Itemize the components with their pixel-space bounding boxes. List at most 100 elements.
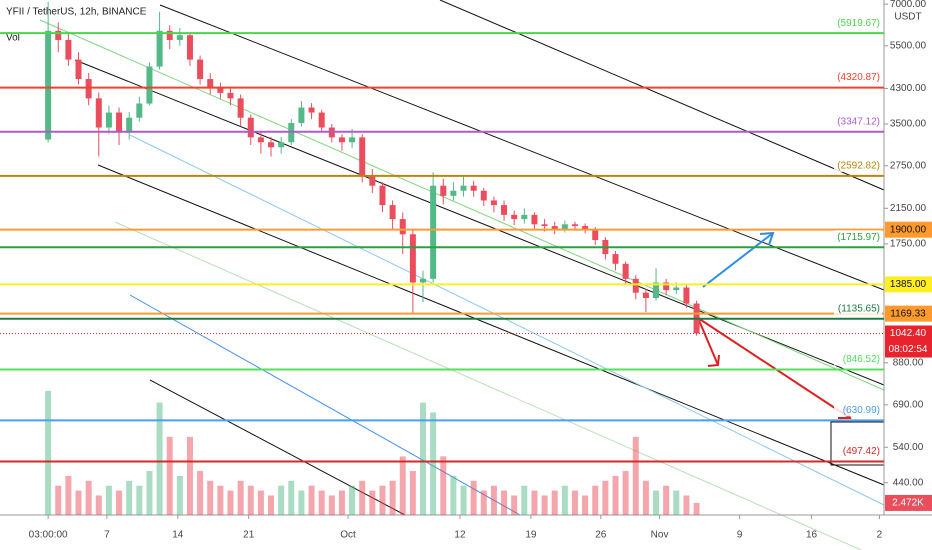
candle-body [490,200,497,206]
candle-body [430,185,437,279]
arrow-head [707,354,720,367]
x-tick-label: 12 [454,530,466,541]
volume-bar [338,490,345,515]
level-label-bg [834,158,882,172]
price-badge-label: 1900.00 [890,224,927,235]
volume-bar [480,490,487,515]
volume-bar [440,456,447,515]
candle-body [663,282,670,291]
candle-body [501,205,508,215]
volume-bar [642,480,649,515]
candle-body [379,185,386,206]
countdown-label: 08:02:54 [889,344,928,355]
candle-body [146,66,153,104]
x-tick-label: 03:00:00 [29,530,68,541]
candle-body [257,137,264,143]
volume-badge-label: 2.472K [892,498,924,509]
candle-body [186,35,193,60]
y-tick-label: 5500.00 [890,40,927,51]
candle-body [480,190,487,201]
candle-body [369,176,376,186]
candle-body [126,117,133,133]
candle-body [399,219,406,235]
level-label: (630.99) [843,405,880,416]
level-label-bg [834,403,882,417]
candle-body [440,185,447,196]
x-tick-label: 7 [104,530,110,541]
candle-body [349,137,356,143]
volume-bar [207,480,214,515]
candle-body [308,107,315,113]
level-label: (1715.97) [837,232,880,243]
level-label-bg [834,16,882,30]
volume-bar [531,490,538,515]
price-badge [885,305,932,322]
volume-bar [420,402,427,515]
volume-bar [298,490,305,515]
volume-bar [582,495,589,515]
x-tick-label: 9 [737,530,743,541]
trend-line [129,134,885,506]
arrow [697,317,719,366]
y-tick-label: 4300.00 [890,83,927,94]
candle-body [632,278,639,293]
volume-bar [136,485,143,515]
candle-body [116,112,123,133]
axis-unit: USDT [894,12,921,23]
candle-body [531,214,538,225]
candle-body [207,79,214,89]
volume-bar [45,390,52,515]
volume-bar [490,485,497,515]
level-label: (497.42) [843,446,880,457]
volume-bar [430,412,437,515]
volume-bar [257,490,264,515]
volume-bar [693,502,700,515]
volume-bar [75,490,82,515]
candle-body [673,287,680,291]
volume-bar [460,485,467,515]
level-label: (3347.12) [837,116,880,127]
volume-bar [521,485,528,515]
volume-bar [176,475,183,515]
trend-line [97,164,885,486]
volume-bar [95,495,102,515]
candle-body [75,59,82,80]
candle-body [278,142,285,148]
level-label-bg [834,352,882,366]
x-tick-label: 2 [877,530,883,541]
candle-body [582,226,589,230]
volume-bar [318,490,325,515]
candle-body [45,30,52,140]
volume-bar [389,480,396,515]
candle-body [653,282,660,298]
volume-bar [632,436,639,515]
volume-bar [501,490,508,515]
candle-body [359,137,366,177]
volume-bar [592,485,599,515]
volume-bar [126,480,133,515]
x-tick-label: Oct [340,530,356,541]
volume-bar [683,495,690,515]
candle-body [268,142,275,148]
arrow [697,317,851,419]
candle-body [338,137,345,143]
level-label-bg [834,230,882,244]
price-badge-label: 1169.33 [890,308,926,319]
candle-body [622,263,629,279]
candle-body [166,30,173,40]
candle-body [55,30,62,40]
candle-body [409,234,416,283]
candle-body [298,107,305,124]
volume-bar [551,490,558,515]
candle-body [450,190,457,196]
candle-body [389,205,396,220]
trend-line [39,19,885,391]
candle-body [592,229,599,240]
level-label: (846.52) [843,354,880,365]
volume-bar [349,485,356,515]
volume-bar [663,485,670,515]
volume-bar [166,436,173,515]
candle-body [136,103,143,118]
volume-bar [541,495,548,515]
